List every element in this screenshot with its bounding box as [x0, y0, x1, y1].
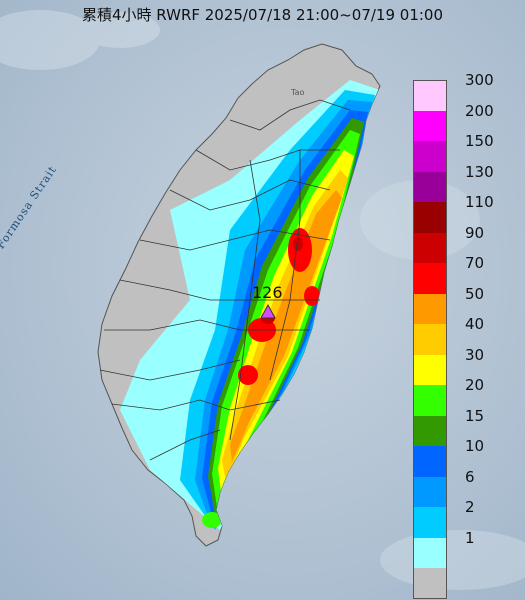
legend-swatch — [413, 568, 447, 599]
legend-swatch — [413, 293, 447, 324]
legend-label: 110 — [465, 193, 494, 211]
legend-swatch — [413, 324, 447, 355]
legend-swatch — [413, 171, 447, 202]
max-value-label: 126 — [252, 283, 283, 302]
legend-swatch — [413, 263, 447, 294]
legend-label: 30 — [465, 345, 485, 364]
legend-row: 50 — [413, 285, 508, 324]
legend-label: 70 — [465, 254, 485, 272]
legend-swatch — [413, 110, 447, 141]
legend-label: 130 — [465, 162, 494, 181]
triangle-icon — [260, 303, 276, 319]
legend-label: 10 — [465, 437, 485, 455]
legend-row: 110 — [413, 193, 508, 233]
legend-swatch — [413, 476, 447, 507]
legend-row: 2 — [413, 498, 508, 538]
legend-label: 90 — [465, 223, 485, 242]
taiwan-island — [97, 43, 381, 547]
legend-label: 6 — [465, 467, 475, 486]
legend-label: 40 — [465, 315, 485, 333]
legend-swatch — [413, 507, 447, 538]
legend-swatch — [413, 537, 447, 568]
legend-row: 1 — [413, 529, 508, 568]
legend-row: 130 — [413, 163, 508, 202]
map-title: 累積4小時 RWRF 2025/07/18 21:00~07/19 01:00 — [81, 6, 444, 24]
legend-row: 70 — [413, 254, 508, 294]
legend-swatch — [413, 415, 447, 446]
legend-label: 15 — [465, 406, 485, 425]
legend-row — [413, 568, 508, 599]
legend-swatch — [413, 80, 447, 111]
county-boundaries — [99, 99, 351, 461]
legend-row: 30 — [413, 346, 508, 385]
legend-row: 150 — [413, 132, 508, 172]
legend-label: 150 — [465, 132, 494, 150]
legend-label: 1 — [465, 528, 475, 547]
legend-row: 300 — [413, 71, 508, 111]
legend-swatch — [413, 446, 447, 477]
legend-swatch — [413, 141, 447, 172]
legend-label: 20 — [465, 376, 485, 394]
legend-label: 2 — [465, 498, 475, 516]
legend-row: 200 — [413, 102, 508, 141]
legend-row: 40 — [413, 315, 508, 355]
legend-label: 50 — [465, 284, 485, 303]
color-legend: 300 200 150 130 110 90 70 50 40 30 20 15 10 6 2 1 — [413, 71, 508, 599]
legend-row: 15 — [413, 407, 508, 446]
legend-label: 200 — [465, 101, 494, 120]
legend-swatch — [413, 354, 447, 385]
legend-swatch — [413, 385, 447, 416]
legend-row: 20 — [413, 376, 508, 416]
legend-swatch — [413, 232, 447, 263]
place-label: Tao — [291, 88, 305, 97]
cloud-texture — [0, 10, 525, 590]
legend-row: 90 — [413, 224, 508, 263]
legend-label: 300 — [465, 71, 494, 89]
legend-row: 6 — [413, 468, 508, 507]
legend-row: 10 — [413, 437, 508, 477]
legend-swatch — [413, 202, 447, 233]
